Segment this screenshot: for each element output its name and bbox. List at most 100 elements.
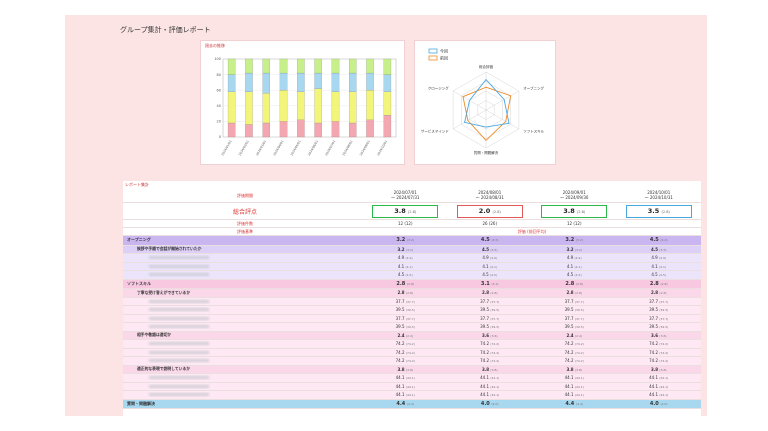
score-value: 39.5 <box>395 307 406 313</box>
item-row: 74.2 (74.2) 74.2 (74.2) 74.2 (74.2) 74.2 (7… <box>123 357 701 366</box>
score-prev: (37.7) <box>659 299 669 304</box>
score-cell: 4.0 (4.0) <box>617 401 702 407</box>
bar-segment <box>297 72 305 92</box>
legend-swatch <box>428 55 438 61</box>
score-prev: (44.1) <box>574 384 584 389</box>
score-value: 3.2 <box>565 237 576 244</box>
score-prev: (4.9) <box>574 256 582 261</box>
score-prev: (4.2) <box>660 238 668 243</box>
bar-segment <box>245 124 253 138</box>
item-row: 74.2 (74.2) 74.2 (74.2) 74.2 (74.2) 74.2 (7… <box>123 340 701 349</box>
score-value: 37.7 <box>649 315 660 321</box>
overall-score-prev: (2.8) <box>407 209 417 214</box>
score-prev: (4.5) <box>490 273 498 278</box>
score-cell: 37.7 (37.7) <box>363 316 448 321</box>
score-value: 4.0 <box>649 400 661 407</box>
score-prev: (4.0) <box>491 401 499 406</box>
score-cell: 4.1 (4.1) <box>363 264 448 269</box>
redacted-text <box>149 316 209 320</box>
score-value: 3.6 <box>650 332 660 338</box>
score-value: 3.8 <box>650 366 660 372</box>
redacted-text <box>149 350 209 354</box>
score-prev: (74.2) <box>405 342 415 347</box>
score-prev: (44.1) <box>490 376 500 381</box>
score-cell: 74.2 (74.2) <box>617 358 702 363</box>
bar-segment <box>262 122 270 138</box>
score-prev: (74.2) <box>405 359 415 364</box>
score-value: 37.7 <box>649 298 660 304</box>
item-row: 44.1 (44.1) 44.1 (44.1) 44.1 (44.1) 44.1 (4… <box>123 382 701 391</box>
score-prev: (3.8) <box>490 367 498 372</box>
bar-segment <box>383 91 392 116</box>
score-value: 4.5 <box>650 246 660 252</box>
overall-cell: 2.0 (2.8) <box>448 204 533 218</box>
score-cell: 44.1 (44.1) <box>363 375 448 380</box>
overall-cell: 3.8 (2.8) <box>532 204 617 218</box>
score-value: 4.9 <box>566 255 575 261</box>
score-prev: (39.5) <box>574 308 584 313</box>
score-cell: 39.5 (39.5) <box>363 324 448 329</box>
score-prev: (3.8) <box>659 367 667 372</box>
score-cell: 39.5 (39.5) <box>532 324 617 329</box>
score-value: 39.5 <box>395 324 406 330</box>
score-prev: (3.8) <box>405 367 414 372</box>
radar-axis-label: サービスマインド <box>421 129 449 134</box>
score-cell: 39.5 (39.5) <box>448 324 533 329</box>
row-label: 丁寧な受け答えができているか <box>137 289 191 295</box>
bar-segment <box>331 58 340 74</box>
redacted-text <box>149 393 209 397</box>
overall-score-value: 3.8 <box>563 206 577 215</box>
y-tick-label: 100 <box>214 57 221 61</box>
redacted-text <box>149 299 209 303</box>
score-value: 4.4 <box>565 400 576 407</box>
radar-spoke <box>485 109 519 130</box>
score-prev: (74.2) <box>405 350 415 355</box>
score-value: 44.1 <box>564 375 575 381</box>
score-prev: (4.5) <box>574 273 582 278</box>
score-cell: 74.2 (74.2) <box>532 341 617 346</box>
score-prev: (3.2) <box>575 238 584 243</box>
score-value: 4.5 <box>482 272 490 278</box>
score-cell: 37.7 (37.7) <box>617 316 702 321</box>
bar-segment <box>297 58 305 74</box>
score-prev: (3.2) <box>406 238 415 243</box>
score-cell: 3.2 (3.2) <box>363 247 448 252</box>
x-tick-label: 2024/09/01 <box>359 139 371 156</box>
score-value: 4.1 <box>651 263 659 269</box>
score-value: 44.1 <box>649 375 660 381</box>
score-value: 39.5 <box>480 324 491 330</box>
score-cell: 44.1 (44.1) <box>448 375 533 380</box>
redacted-text <box>149 325 209 329</box>
count-label: 評価件数 <box>237 220 253 226</box>
score-cell: 4.1 (4.1) <box>532 264 617 269</box>
bar-segment <box>245 91 253 125</box>
radar-axis-label: オープニング <box>523 86 544 91</box>
bar-segment <box>262 72 270 94</box>
score-value: 44.1 <box>480 392 491 398</box>
score-cell: 44.1 (44.1) <box>448 392 533 397</box>
score-value: 74.2 <box>564 358 575 364</box>
score-value: 44.1 <box>564 383 575 389</box>
score-cell: 44.1 (44.1) <box>617 375 702 380</box>
score-cell: 2.8 (2.8) <box>532 290 617 295</box>
score-cell: 2.8 (2.8) <box>617 281 702 287</box>
overall-score-value: 2.0 <box>478 206 493 215</box>
score-cell: 74.2 (74.2) <box>532 350 617 355</box>
redacted-text <box>149 308 209 312</box>
item-row: 39.5 (39.5) 39.5 (39.5) 39.5 (39.5) 39.5 (3… <box>123 306 701 315</box>
score-prev: (74.2) <box>490 359 500 364</box>
score-cell: 3.6 (3.6) <box>448 333 533 338</box>
score-cell: 3.8 (3.8) <box>448 367 533 372</box>
row-label: 質問・問題解決 <box>127 400 155 406</box>
score-cell: 4.5 (4.5) <box>363 272 448 277</box>
score-value: 44.1 <box>395 375 406 381</box>
overall-score-value: 3.5 <box>647 206 662 215</box>
score-prev: (37.7) <box>490 316 500 321</box>
score-cell: 39.5 (39.5) <box>532 307 617 312</box>
period-cell: 2024/07/01 ～ 2024/07/31 <box>363 190 448 201</box>
period-row: 評価期間 2024/07/01 ～ 2024/07/31 2024/08/01 ～ 20… <box>123 189 701 203</box>
score-cell: 74.2 (74.2) <box>532 358 617 363</box>
score-prev: (44.1) <box>574 393 584 398</box>
item-row: 37.7 (37.7) 37.7 (37.7) 37.7 (37.7) 37.7 (3… <box>123 314 702 323</box>
score-value: 44.1 <box>480 375 491 381</box>
